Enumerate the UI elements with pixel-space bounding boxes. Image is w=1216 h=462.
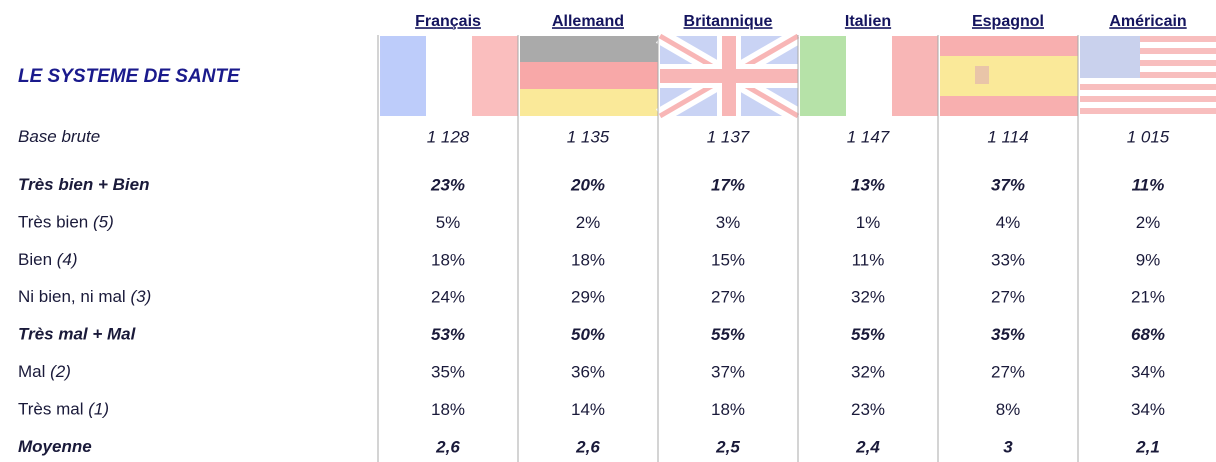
column-header: Allemand (552, 13, 624, 30)
cell: 8% (996, 400, 1021, 419)
cell: 2,6 (575, 437, 600, 456)
cell: 1% (856, 213, 881, 232)
cell: 2% (1136, 213, 1161, 232)
row-label-text: Base brute (18, 127, 100, 146)
row-code: (3) (130, 288, 151, 307)
column-header: Britannique (684, 13, 773, 30)
cell: 2,1 (1135, 437, 1160, 456)
cell: 32% (851, 362, 885, 381)
cell: 1 147 (847, 127, 890, 146)
cell: 37% (991, 175, 1025, 194)
row-code: (1) (88, 400, 109, 419)
cell: 27% (711, 288, 745, 307)
row-label: Très mal (1) (18, 400, 109, 419)
cell: 5% (436, 213, 461, 232)
flags (380, 29, 1216, 123)
cell: 1 114 (987, 127, 1028, 146)
cell: 29% (571, 288, 605, 307)
row-code: (4) (57, 250, 78, 269)
cell: 21% (1131, 288, 1165, 307)
cell: 15% (711, 250, 745, 269)
cell: 1 015 (1127, 127, 1170, 146)
column-header: Américain (1109, 13, 1186, 30)
cell: 34% (1131, 400, 1165, 419)
row-label-text: Très bien (18, 213, 88, 232)
cell: 1 128 (427, 127, 470, 146)
row-code: (5) (93, 213, 114, 232)
cell: 14% (571, 400, 605, 419)
cell: 35% (431, 362, 465, 381)
row-label-text: Très mal (18, 400, 84, 419)
cell: 33% (991, 250, 1025, 269)
row-label-text: Moyenne (18, 437, 92, 456)
row-label: Mal (2) (18, 362, 71, 381)
column-header: Français (415, 13, 481, 30)
row-label: Base brute (18, 127, 100, 146)
cell: 55% (711, 325, 745, 344)
cell: 3 (1003, 437, 1013, 456)
cell: 34% (1131, 362, 1165, 381)
cell: 27% (991, 288, 1025, 307)
row-label: Très bien (5) (18, 213, 114, 232)
cell: 23% (851, 400, 885, 419)
cell: 68% (1131, 325, 1165, 344)
row-label: Ni bien, ni mal (3) (18, 288, 151, 307)
cell: 18% (431, 250, 465, 269)
row-label: Bien (4) (18, 250, 78, 269)
row-label-text: Mal (18, 362, 45, 381)
row-code: (2) (50, 362, 71, 381)
cell: 32% (851, 288, 885, 307)
cell: 36% (571, 362, 605, 381)
cell: 35% (991, 325, 1025, 344)
row-label-text: Ni bien, ni mal (18, 288, 126, 307)
cell: 1 137 (707, 127, 750, 146)
cell: 9% (1136, 250, 1161, 269)
cell: 2,4 (855, 437, 880, 456)
cell: 27% (991, 362, 1025, 381)
cell: 20% (570, 175, 605, 194)
column-header: Espagnol (972, 13, 1044, 30)
cell: 53% (431, 325, 465, 344)
cell: 17% (711, 175, 745, 194)
cell: 4% (996, 213, 1021, 232)
row-label: Très bien + Bien (18, 175, 149, 194)
cell: 24% (431, 288, 465, 307)
row-label-text: Bien (18, 250, 52, 269)
table-title: LE SYSTEME DE SANTE (18, 66, 241, 87)
cell: 11% (852, 250, 885, 269)
column-header: Italien (845, 13, 891, 30)
cell: 2,6 (435, 437, 460, 456)
cell: 2% (576, 213, 601, 232)
cell: 2,5 (715, 437, 740, 456)
row-label: Moyenne (18, 437, 92, 456)
cell: 18% (431, 400, 465, 419)
cell: 3% (716, 213, 741, 232)
row-label-text: Très mal + Mal (18, 325, 137, 344)
cell: 18% (571, 250, 605, 269)
cell: 55% (851, 325, 885, 344)
cell: 23% (430, 175, 465, 194)
cell: 11% (1132, 175, 1165, 194)
row-label-text: Très bien + Bien (18, 175, 149, 194)
cell: 37% (711, 362, 745, 381)
cell: 50% (571, 325, 605, 344)
cell: 13% (851, 175, 885, 194)
cell: 18% (711, 400, 745, 419)
cell: 1 135 (567, 127, 610, 146)
row-label: Très mal + Mal (18, 325, 137, 344)
